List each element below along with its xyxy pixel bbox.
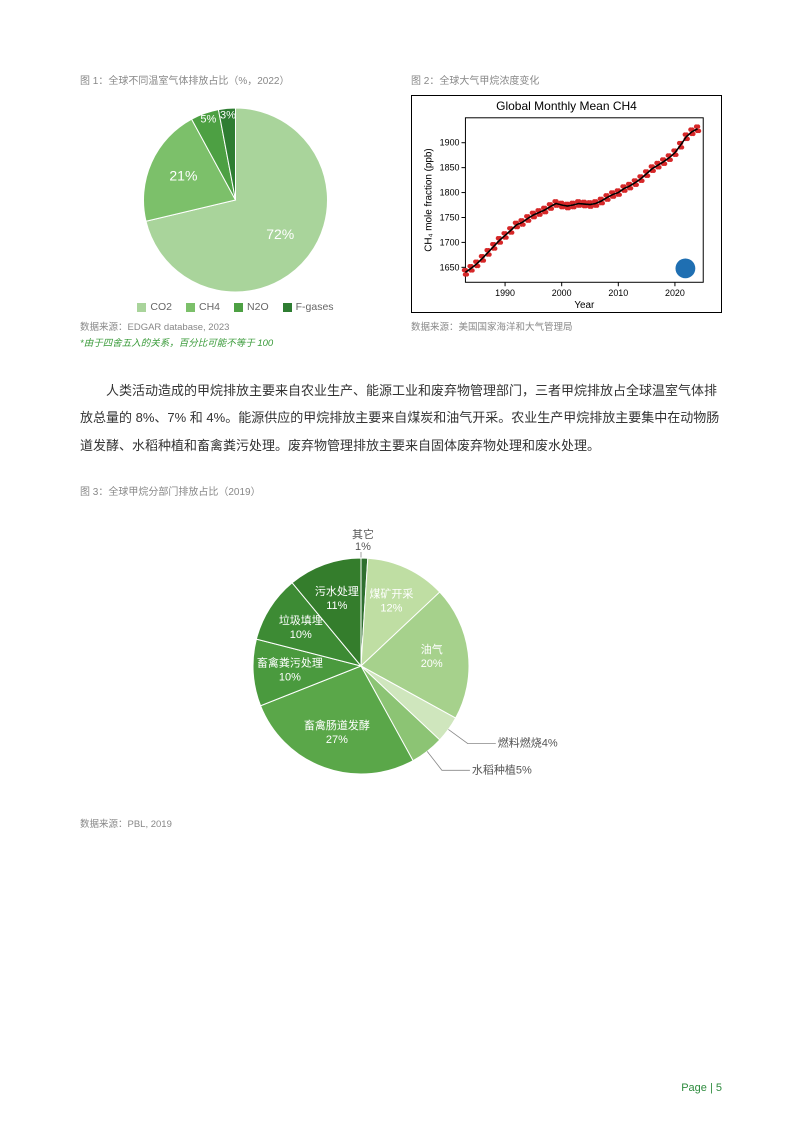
svg-text:1750: 1750: [440, 212, 460, 222]
svg-text:3%: 3%: [220, 109, 236, 121]
fig1-caption: 图 1：全球不同温室气体排放占比（%，2022）: [80, 72, 391, 87]
svg-text:1%: 1%: [355, 541, 371, 553]
svg-text:2000: 2000: [552, 288, 572, 298]
svg-text:1900: 1900: [440, 138, 460, 148]
fig3-source: 数据来源：PBL, 2019: [80, 816, 722, 830]
figure-3: 图 3：全球甲烷分部门排放占比（2019） 1%其它煤矿开采 12% 油气 20% 燃料…: [80, 483, 722, 830]
fig1-note: *由于四舍五入的关系，百分比可能不等于 100: [80, 335, 391, 349]
figure-1: 图 1：全球不同温室气体排放占比（%，2022） 72% 21% 5% 3% CO2C…: [80, 72, 391, 349]
svg-text:1990: 1990: [495, 288, 515, 298]
svg-text:Year: Year: [574, 300, 595, 311]
svg-text:20%: 20%: [421, 658, 443, 670]
svg-text:油气: 油气: [421, 642, 443, 656]
svg-text:垃圾填埋: 垃圾填埋: [279, 613, 323, 627]
svg-text:12%: 12%: [380, 602, 402, 614]
svg-text:水稻种植5%: 水稻种植5%: [472, 762, 532, 776]
fig2-linechart: Global Monthly Mean CH4 1650170017501800…: [411, 95, 722, 313]
figure-2: 图 2：全球大气甲烷浓度变化 Global Monthly Mean CH4 1…: [411, 72, 722, 349]
svg-text:21%: 21%: [169, 167, 197, 183]
fig1-pie: 72% 21% 5% 3%: [80, 95, 391, 295]
svg-text:72%: 72%: [266, 226, 294, 242]
svg-text:2010: 2010: [608, 288, 628, 298]
svg-text:10%: 10%: [290, 629, 312, 641]
fig1-source: 数据来源：EDGAR database, 2023: [80, 319, 391, 333]
svg-text:畜禽肠道发酵: 畜禽肠道发酵: [304, 718, 370, 732]
svg-text:27%: 27%: [326, 734, 348, 746]
fig2-source: 数据来源：美国国家海洋和大气管理局: [411, 319, 722, 333]
svg-text:11%: 11%: [326, 600, 347, 612]
svg-text:10%: 10%: [279, 671, 301, 683]
fig2-caption: 图 2：全球大气甲烷浓度变化: [411, 72, 722, 87]
svg-text:煤矿开采: 煤矿开采: [369, 587, 413, 600]
svg-text:1800: 1800: [440, 188, 460, 198]
fig3-caption: 图 3：全球甲烷分部门排放占比（2019）: [80, 483, 722, 498]
svg-text:燃料燃烧4%: 燃料燃烧4%: [498, 735, 558, 749]
svg-text:其它: 其它: [352, 527, 374, 541]
svg-text:1650: 1650: [440, 262, 460, 272]
svg-text:2020: 2020: [665, 288, 685, 298]
svg-text:1850: 1850: [440, 163, 460, 173]
fig1-legend: CO2CH4N2OF-gases: [80, 301, 391, 313]
fig3-pie: 1%其它煤矿开采 12% 油气 20% 燃料燃烧4% 水稻种植5% 畜禽肠道发酵 27% 畜禽粪…: [80, 506, 722, 806]
svg-text:1700: 1700: [440, 237, 460, 247]
page-number: Page | 5: [681, 1082, 722, 1094]
svg-text:畜禽粪污处理: 畜禽粪污处理: [257, 655, 323, 669]
svg-text:污水处理: 污水处理: [315, 585, 359, 598]
svg-text:5%: 5%: [200, 114, 216, 126]
body-paragraph: 人类活动造成的甲烷排放主要来自农业生产、能源工业和废弃物管理部门，三者甲烷排放占…: [80, 377, 722, 459]
svg-text:CH₄ mole fraction (ppb): CH₄ mole fraction (ppb): [424, 148, 435, 252]
